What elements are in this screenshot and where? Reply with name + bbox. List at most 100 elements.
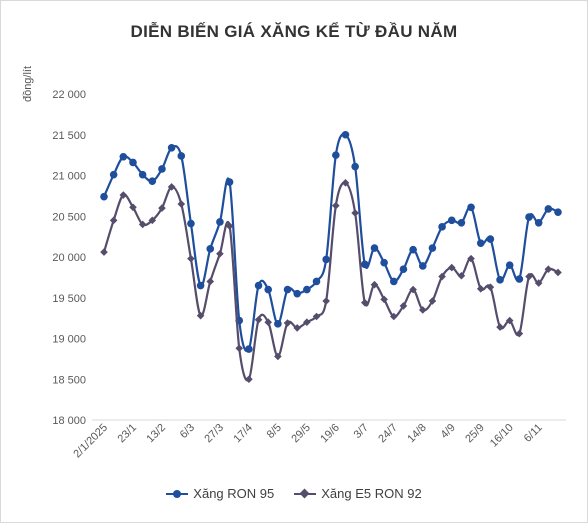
x-tick-label: 27/3 [202, 422, 226, 446]
data-point-1 [428, 297, 437, 305]
data-point-0 [206, 245, 215, 253]
data-point-1 [409, 285, 417, 294]
data-point-0 [351, 162, 359, 171]
data-point-1 [476, 284, 485, 293]
data-point-1 [351, 209, 359, 217]
data-point-1 [332, 201, 340, 210]
x-tick-label: 3/7 [352, 422, 371, 441]
data-point-0 [476, 239, 485, 247]
data-point-1 [322, 297, 330, 305]
x-tick-label: 25/9 [463, 422, 487, 446]
data-point-1 [361, 298, 369, 307]
x-tick-label: 24/7 [376, 422, 400, 446]
data-point-0 [447, 216, 456, 225]
data-point-1 [100, 248, 108, 256]
data-point-1 [245, 375, 253, 384]
data-point-0 [293, 289, 301, 298]
y-tick-label: 18 500 [52, 374, 86, 386]
legend-marker-ron95 [166, 488, 189, 500]
data-point-1 [389, 312, 398, 321]
data-point-1 [418, 306, 427, 314]
data-point-1 [167, 183, 176, 191]
data-point-0 [264, 285, 273, 294]
data-point-0 [225, 178, 234, 186]
data-point-0 [418, 262, 427, 270]
x-tick-label: 2/1/2025 [71, 422, 110, 461]
data-point-1 [206, 277, 215, 286]
data-point-1 [467, 254, 475, 263]
y-tick-label: 19 500 [52, 293, 86, 305]
data-point-1 [303, 318, 311, 326]
y-tick-label: 20 000 [52, 252, 86, 264]
data-point-1 [457, 271, 466, 280]
data-point-1 [486, 283, 495, 291]
data-point-0 [389, 277, 398, 286]
y-tick-label: 19 000 [52, 334, 86, 346]
data-point-0 [370, 244, 379, 252]
data-point-1 [544, 265, 553, 274]
data-point-1 [274, 352, 282, 361]
data-point-0 [438, 223, 446, 231]
data-point-1 [525, 272, 533, 281]
data-point-0 [457, 218, 466, 227]
data-point-1 [138, 220, 147, 229]
x-tick-label: 6/3 [178, 422, 197, 441]
data-point-0 [361, 260, 369, 269]
data-point-1 [148, 216, 157, 225]
data-point-1 [293, 324, 301, 332]
data-point-0 [254, 281, 263, 290]
data-point-1 [158, 204, 166, 212]
data-point-0 [428, 244, 437, 252]
x-tick-label: 4/9 [439, 422, 458, 441]
data-point-1 [438, 272, 446, 281]
data-point-0 [283, 285, 292, 294]
x-tick-label: 13/2 [144, 422, 168, 446]
data-point-1 [399, 302, 408, 310]
data-point-0 [245, 345, 253, 353]
data-point-1 [312, 312, 321, 321]
data-point-0 [158, 165, 166, 173]
legend-marker-e5 [294, 488, 317, 500]
legend-item-ron95: Xăng RON 95 [166, 486, 274, 501]
data-point-0 [167, 143, 176, 152]
line-chart: 18 000 18 500 19 000 19 500 20 000 20 500 21 0… [52, 89, 566, 461]
legend-label-e5: Xăng E5 RON 92 [321, 486, 422, 501]
x-tick-label: 23/1 [115, 422, 139, 446]
data-point-0 [274, 320, 282, 328]
data-point-1 [341, 179, 350, 187]
data-point-1 [129, 203, 137, 212]
legend-item-e5: Xăng E5 RON 92 [294, 486, 422, 501]
data-point-0 [109, 170, 118, 179]
data-point-1 [264, 318, 273, 326]
x-tick-label: 19/6 [318, 422, 342, 446]
data-point-0 [515, 275, 524, 283]
data-point-1 [496, 323, 504, 331]
data-point-1 [109, 216, 118, 225]
data-point-0 [380, 258, 388, 267]
y-tick-label: 21 000 [52, 171, 86, 183]
y-tick-label: 18 000 [52, 415, 86, 427]
data-point-0 [100, 192, 108, 201]
data-point-1 [283, 319, 292, 327]
data-point-0 [129, 158, 137, 167]
data-point-1 [447, 263, 456, 272]
x-tick-label: 29/5 [289, 422, 313, 446]
data-point-1 [254, 315, 263, 324]
data-point-0 [332, 151, 340, 159]
data-point-0 [216, 218, 224, 226]
x-tick-label: 16/10 [488, 422, 516, 450]
legend: Xăng RON 95 Xăng E5 RON 92 [0, 486, 588, 501]
data-point-0 [148, 177, 157, 186]
data-point-1 [370, 280, 379, 289]
data-point-0 [409, 245, 417, 254]
data-point-0 [187, 219, 195, 228]
data-point-1 [235, 344, 244, 353]
x-tick-label: 14/8 [405, 422, 429, 446]
data-point-0 [312, 277, 321, 286]
x-tick-label: 8/5 [265, 422, 284, 441]
data-point-0 [303, 285, 311, 294]
data-point-0 [525, 213, 533, 221]
data-point-0 [534, 218, 543, 227]
data-point-0 [341, 130, 350, 139]
